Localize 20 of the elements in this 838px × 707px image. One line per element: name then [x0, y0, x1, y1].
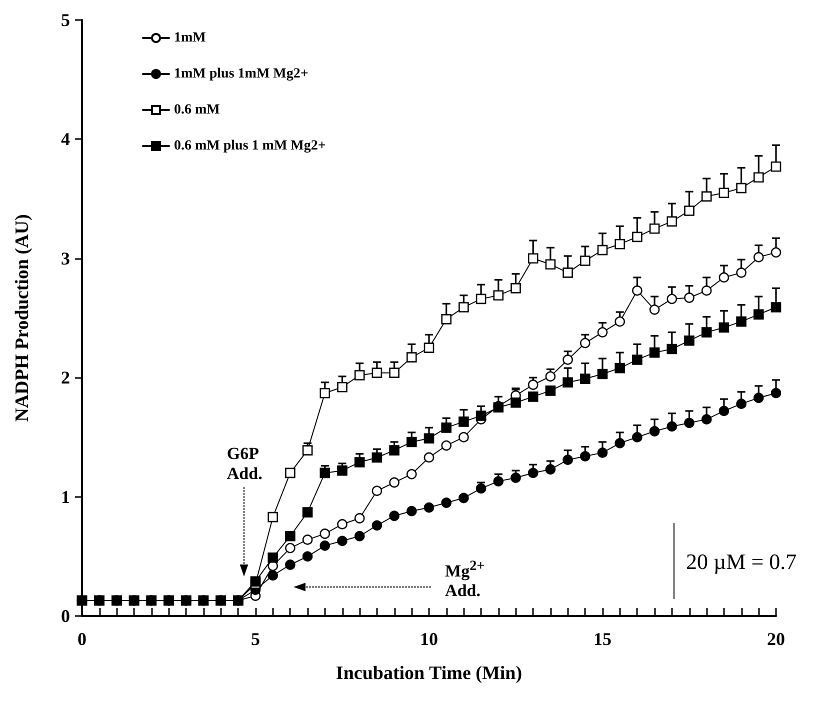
annotation: Mg$^{2+}$ Add.	[445, 558, 485, 601]
y-axis-title: NADPH Production (AU)	[12, 214, 33, 422]
y-tick-label: 0	[61, 606, 70, 626]
legend-label: 0.6 mM plus 1 mM Mg2+	[174, 138, 326, 154]
x-tick-label: 15	[594, 629, 612, 649]
annotation: G6P Add.	[226, 444, 262, 484]
y-tick-label: 3	[61, 248, 70, 268]
annotation: 20 µM = 0.7	[686, 548, 797, 574]
x-tick-label: 5	[251, 629, 260, 649]
legend-label: 1mM	[174, 30, 206, 46]
x-axis-title: Incubation Time (Min)	[336, 663, 522, 684]
y-tick-label: 5	[61, 10, 70, 30]
x-tick-label: 10	[420, 629, 438, 649]
x-tick-label: 0	[78, 629, 86, 649]
legend-label: 0.6 mM	[174, 102, 220, 118]
y-tick-label: 1	[61, 486, 70, 507]
y-tick-label: 2	[61, 368, 70, 388]
x-tick-label: 20	[767, 629, 785, 649]
legend-label: 1mM plus 1mM Mg2+	[174, 66, 308, 82]
y-tick-label: 4	[61, 129, 70, 150]
